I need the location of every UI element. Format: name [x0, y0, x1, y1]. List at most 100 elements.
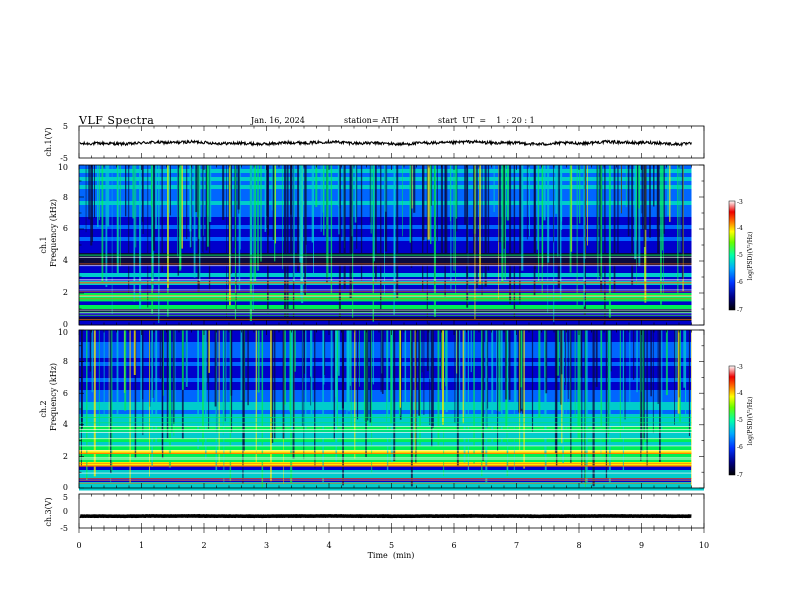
ch1-waveform-line [79, 138, 692, 147]
spec1-line [79, 256, 704, 258]
spec2-sferic [173, 330, 175, 424]
spec2-sferic [415, 330, 417, 463]
spec2-ytick-0: 0 [63, 483, 68, 492]
start-ut-label: start UT = 1 : 20 : 1 [438, 116, 535, 125]
spec2-sferic [91, 330, 93, 393]
spec2-sferic [134, 330, 137, 458]
spec1-sferic [301, 165, 304, 304]
spec1-sferic [238, 165, 241, 291]
spec2-sferic [600, 330, 603, 428]
spec1-sferic [209, 165, 212, 222]
spec1-sferic [396, 165, 399, 298]
spec2-sferic [247, 330, 249, 406]
spec2-band [79, 474, 704, 479]
spec1-sferic [195, 165, 198, 213]
spec1-sferic [604, 165, 606, 325]
spec2-sferic [415, 330, 417, 388]
spec1-band [79, 221, 704, 226]
spec2-sferic [365, 330, 367, 457]
spec1-sferic [293, 165, 295, 283]
spec1-sferic [677, 165, 679, 297]
spec1-sferic [237, 165, 240, 210]
spec2-sferic [643, 330, 645, 440]
spec2-sferic [294, 330, 296, 372]
spec1-sferic [642, 165, 644, 230]
spec2-sferic [508, 330, 511, 400]
station-label: station= ATH [344, 116, 399, 125]
spec1-sferic [380, 165, 382, 314]
spec1-sferic [299, 165, 302, 263]
spec2-sferic [473, 330, 475, 464]
colorbar-1-label: log(PSD)(V²/Hz) [747, 232, 754, 281]
colorbar-1 [728, 200, 736, 311]
colorbar-2 [728, 365, 736, 476]
spec1-band [79, 213, 704, 218]
spec1-sferic [657, 165, 659, 259]
spec1-line [79, 265, 704, 267]
spec1-sferic [547, 165, 550, 263]
spec1-sferic [305, 165, 307, 245]
spec2-sferic [445, 330, 448, 413]
spec1-line [79, 281, 704, 283]
xtick-8: 8 [576, 541, 581, 550]
spec2-sferic [556, 330, 559, 376]
spec2-sferic [586, 330, 588, 484]
spec1-sferic [479, 165, 481, 285]
spec1-sferic [161, 165, 163, 272]
spec2-sferic [657, 330, 659, 404]
spec1-sferic [257, 165, 259, 271]
spec1-sferic [97, 165, 99, 228]
spec1-ytick-10: 10 [58, 163, 68, 172]
spec2-sferic [636, 330, 638, 393]
spec1-sferic [456, 165, 458, 219]
spec1-sferic [631, 165, 634, 285]
spec1-sferic [342, 165, 344, 241]
spec1-sferic [180, 165, 182, 270]
spec1-sferic [372, 165, 374, 322]
spec2-sferic [349, 330, 352, 386]
ch1-spectrogram [79, 165, 704, 326]
spec2-sferic [518, 330, 519, 412]
spec2-sferic [282, 330, 285, 439]
ch3-waveform-line [79, 513, 692, 519]
spec1-band [79, 189, 704, 194]
xtick-0: 0 [76, 541, 81, 550]
spec1-line [79, 289, 704, 291]
spec2-line [79, 432, 704, 433]
spec1-sferic [579, 165, 581, 224]
spec2-ylabel-channel: ch.2 [39, 400, 48, 417]
spec1-sferic [653, 165, 655, 207]
spec2-sferic [185, 330, 188, 387]
spec1-sferic [260, 165, 262, 262]
spec1-sferic [519, 165, 522, 269]
spec2-line [79, 429, 704, 430]
spec2-line [79, 462, 704, 464]
spec2-sferic [171, 330, 173, 433]
cb2-tick-m5: -5 [737, 417, 743, 424]
spec2-sferic [207, 330, 209, 383]
spec1-band [79, 201, 704, 206]
spec2-sferic [629, 330, 631, 409]
spec1-sferic [373, 165, 375, 262]
spec1-band [79, 245, 704, 250]
spec1-sferic [625, 165, 627, 208]
spec1-band [79, 177, 704, 182]
spec1-ytick-8: 8 [63, 193, 68, 202]
spec2-sferic [270, 330, 272, 482]
spec1-sferic [596, 165, 598, 264]
spec2-sferic [685, 330, 687, 416]
cb2-tick-m7: -7 [737, 472, 743, 479]
spec1-line [79, 300, 704, 302]
spec1-sferic [464, 165, 466, 225]
spec2-sferic [381, 330, 384, 394]
spec2-sferic [225, 330, 227, 409]
xtick-2: 2 [201, 541, 206, 550]
spec1-yticklabels: 0 2 4 6 8 10 [58, 163, 68, 329]
spec1-sferic [155, 165, 157, 229]
spec2-sferic [410, 330, 413, 487]
spec1-band [79, 301, 704, 306]
spec1-sferic [453, 165, 455, 271]
spec1-line [79, 309, 704, 311]
spec1-sferic [537, 165, 540, 282]
